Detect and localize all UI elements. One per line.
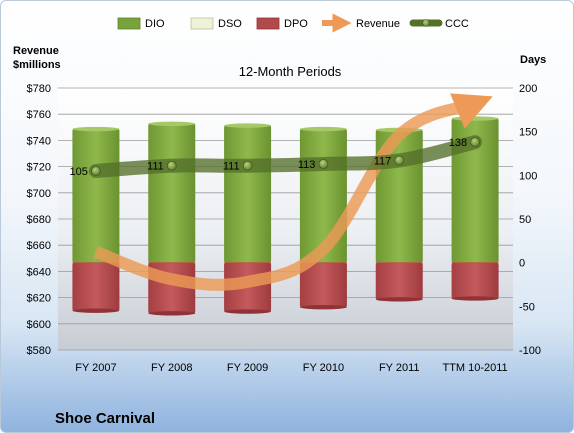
company-name: Shoe Carnival bbox=[55, 410, 155, 427]
left-tick-label: $620 bbox=[27, 293, 51, 305]
left-axis-label-line2: $millions bbox=[13, 59, 61, 71]
ccc-marker bbox=[318, 159, 329, 169]
ccc-data-label: 138 bbox=[449, 137, 467, 149]
left-tick-label: $680 bbox=[27, 214, 51, 226]
x-tick-label: FY 2008 bbox=[151, 362, 192, 374]
right-axis-ticks: -100 -50 0 50 100 150 200 bbox=[519, 83, 541, 357]
ccc-marker bbox=[394, 155, 405, 166]
dpo-bar-base bbox=[451, 296, 499, 301]
dio-bar-top bbox=[224, 123, 272, 128]
dpo-bar-base bbox=[72, 308, 120, 313]
left-axis-label-line1: Revenue bbox=[13, 45, 59, 57]
ccc-series: 105 111 111 113 117 138 bbox=[70, 135, 483, 178]
ccc-data-label: 111 bbox=[223, 161, 240, 173]
right-tick-label: 50 bbox=[519, 214, 531, 226]
legend-swatch-dso bbox=[190, 17, 214, 30]
dpo-bar bbox=[299, 262, 347, 308]
dio-bar-top bbox=[299, 126, 347, 132]
dpo-bar-base bbox=[375, 297, 423, 302]
dio-bar bbox=[224, 125, 272, 263]
x-tick-label: FY 2011 bbox=[379, 362, 420, 374]
ccc-line bbox=[88, 135, 483, 178]
dpo-bar bbox=[451, 262, 499, 299]
left-tick-label: $740 bbox=[27, 135, 51, 147]
x-axis-ticks: FY 2007 FY 2008 FY 2009 FY 2010 FY 2011 TTM 1… bbox=[75, 362, 507, 374]
legend-swatch-dio bbox=[117, 17, 141, 30]
revenue-line bbox=[93, 93, 493, 291]
ccc-data-label: 105 bbox=[70, 166, 88, 178]
ccc-data-label: 111 bbox=[147, 161, 164, 173]
left-tick-label: $700 bbox=[27, 188, 51, 200]
ccc-data-label: 113 bbox=[298, 159, 316, 171]
chart-title: 12-Month Periods bbox=[239, 64, 342, 79]
right-tick-label: 100 bbox=[519, 170, 537, 182]
revenue-series bbox=[93, 93, 493, 291]
right-tick-label: 150 bbox=[519, 127, 537, 139]
dio-bar-top bbox=[451, 116, 499, 121]
x-tick-label: FY 2009 bbox=[227, 362, 268, 374]
legend-label-dpo: DPO bbox=[284, 18, 308, 30]
dpo-bar bbox=[375, 262, 423, 300]
x-tick-label: FY 2010 bbox=[303, 362, 344, 374]
dio-bar bbox=[72, 129, 120, 263]
legend-marker-ccc bbox=[422, 19, 430, 27]
left-tick-label: $760 bbox=[27, 109, 51, 121]
ccc-marker bbox=[91, 166, 101, 176]
legend-label-ccc: CCC bbox=[445, 18, 469, 30]
left-tick-label: $600 bbox=[27, 319, 51, 331]
legend-label-dio: DIO bbox=[145, 18, 165, 30]
dpo-bar-base bbox=[148, 311, 196, 316]
ccc-data-label: 117 bbox=[374, 155, 392, 167]
left-tick-label: $640 bbox=[27, 266, 51, 278]
dio-bar-top bbox=[72, 126, 120, 132]
legend-swatch-dpo bbox=[256, 17, 280, 30]
ccc-marker bbox=[242, 160, 253, 171]
dio-bar bbox=[148, 123, 196, 263]
dio-bar bbox=[451, 118, 499, 263]
right-axis-label: Days bbox=[520, 54, 546, 66]
x-tick-label: FY 2007 bbox=[75, 362, 116, 374]
dpo-bar-base bbox=[224, 309, 272, 314]
left-tick-label: $660 bbox=[27, 240, 51, 252]
legend: DIO DSO DPO Revenue CCC bbox=[117, 13, 469, 33]
legend-label-dso: DSO bbox=[218, 18, 242, 30]
right-tick-label: -50 bbox=[519, 301, 535, 313]
left-tick-label: $780 bbox=[27, 83, 51, 95]
ccc-marker bbox=[470, 137, 480, 148]
dpo-bar bbox=[72, 262, 120, 311]
right-tick-label: 0 bbox=[519, 258, 525, 270]
left-axis-ticks: $580 $600 $620 $640 $660 $680 $700 $720 $740 $760… bbox=[27, 83, 51, 357]
ccc-marker bbox=[166, 160, 177, 171]
dpo-bar-base bbox=[299, 305, 347, 310]
left-tick-label: $720 bbox=[27, 162, 51, 174]
dio-bar-top bbox=[148, 121, 196, 127]
x-tick-label: TTM 10-2011 bbox=[442, 362, 507, 374]
left-tick-label: $580 bbox=[27, 345, 51, 357]
legend-label-revenue: Revenue bbox=[356, 18, 400, 30]
right-tick-label: 200 bbox=[519, 83, 537, 95]
right-tick-label: -100 bbox=[519, 345, 541, 357]
